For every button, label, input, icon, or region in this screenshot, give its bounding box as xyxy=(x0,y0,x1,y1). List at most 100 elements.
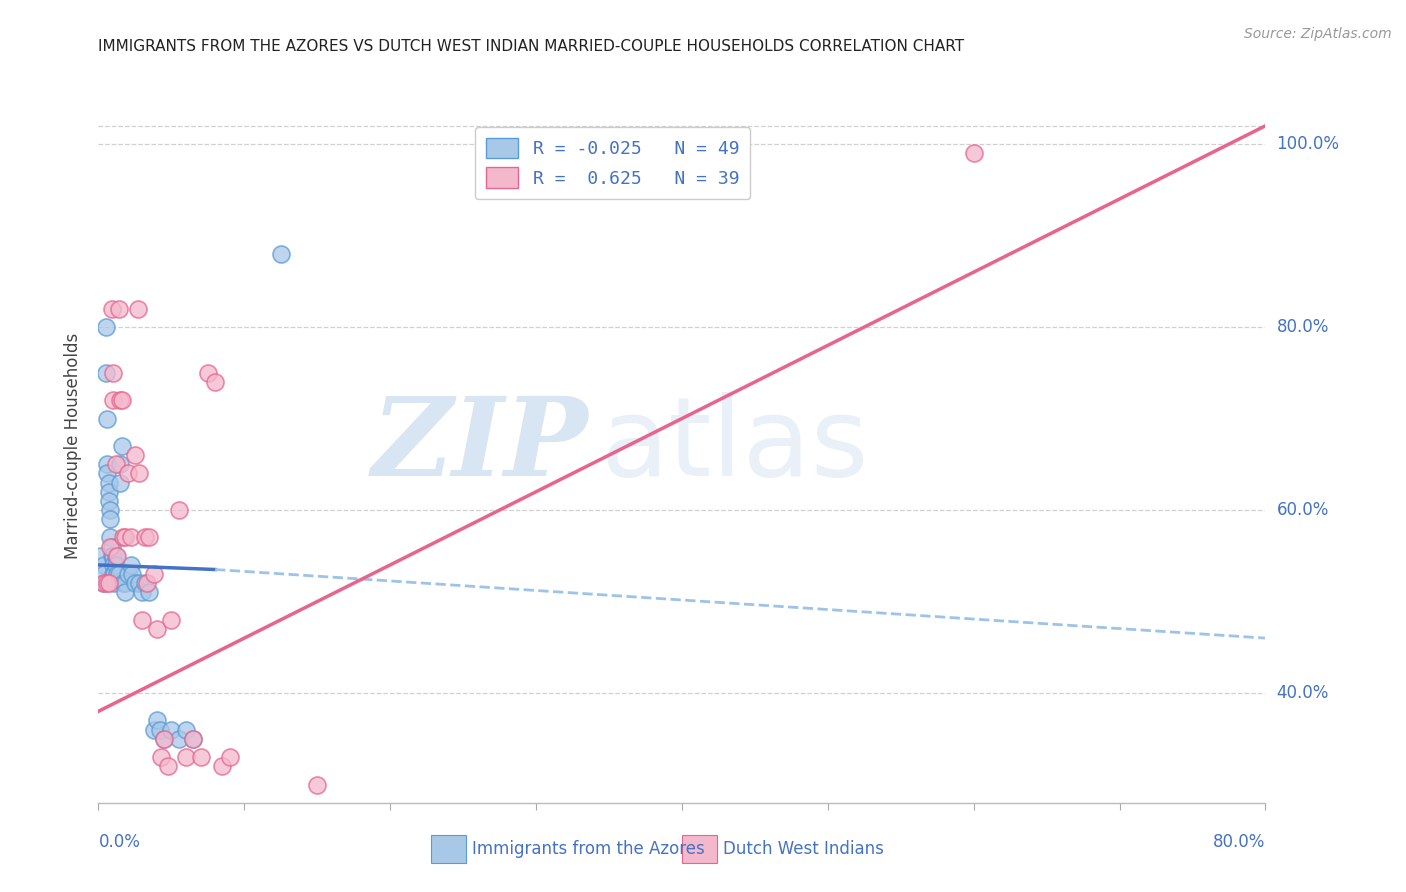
Point xyxy=(142,567,165,582)
Point xyxy=(96,411,118,425)
Point xyxy=(120,558,142,572)
Text: IMMIGRANTS FROM THE AZORES VS DUTCH WEST INDIAN MARRIED-COUPLE HOUSEHOLDS CORREL: IMMIGRANTS FROM THE AZORES VS DUTCH WEST… xyxy=(98,38,965,54)
Text: 60.0%: 60.0% xyxy=(1277,501,1329,519)
Point xyxy=(100,301,122,316)
Point xyxy=(197,366,219,380)
Bar xyxy=(432,835,465,863)
Point xyxy=(98,540,121,554)
Point xyxy=(101,366,124,380)
Point xyxy=(100,549,122,563)
Point xyxy=(211,759,233,773)
Point xyxy=(94,320,117,334)
Point xyxy=(105,567,128,582)
Point xyxy=(114,585,136,599)
Point xyxy=(104,558,127,572)
Point xyxy=(150,750,173,764)
Point xyxy=(96,576,118,591)
Legend: R = -0.025   N = 49, R =  0.625   N = 39: R = -0.025 N = 49, R = 0.625 N = 39 xyxy=(475,127,751,199)
Text: Source: ZipAtlas.com: Source: ZipAtlas.com xyxy=(1244,27,1392,41)
Point xyxy=(174,750,197,764)
Point xyxy=(124,576,146,591)
Point xyxy=(108,567,131,582)
Point xyxy=(117,467,139,481)
Point xyxy=(91,576,114,591)
Point xyxy=(131,613,153,627)
Point xyxy=(121,567,143,582)
Point xyxy=(104,549,127,563)
Point xyxy=(157,759,180,773)
Point xyxy=(153,731,176,746)
Point xyxy=(120,531,142,545)
Point xyxy=(167,731,190,746)
Point xyxy=(110,393,132,408)
Point xyxy=(110,458,132,472)
Point xyxy=(97,576,120,591)
Point xyxy=(149,723,172,737)
Point xyxy=(104,458,127,472)
Text: Immigrants from the Azores: Immigrants from the Azores xyxy=(472,840,704,858)
Point xyxy=(204,375,226,389)
Point xyxy=(167,503,190,517)
Text: 40.0%: 40.0% xyxy=(1277,684,1329,702)
Point xyxy=(112,531,135,545)
Point xyxy=(138,531,160,545)
Point xyxy=(93,576,115,591)
Point xyxy=(114,531,136,545)
Point xyxy=(134,531,156,545)
Point xyxy=(218,750,240,764)
Point xyxy=(307,777,329,791)
Point xyxy=(112,576,135,591)
Point xyxy=(142,723,165,737)
Point xyxy=(97,494,120,508)
Text: atlas: atlas xyxy=(600,392,869,500)
Point xyxy=(98,512,121,526)
Text: 80.0%: 80.0% xyxy=(1277,318,1329,336)
Point xyxy=(101,567,124,582)
Bar xyxy=(682,835,717,863)
Text: Dutch West Indians: Dutch West Indians xyxy=(723,840,883,858)
Point xyxy=(93,567,115,582)
Text: 100.0%: 100.0% xyxy=(1277,135,1340,153)
Text: 0.0%: 0.0% xyxy=(98,833,141,851)
Point xyxy=(962,146,984,161)
Point xyxy=(90,549,112,563)
Text: ZIP: ZIP xyxy=(373,392,589,500)
Point xyxy=(111,393,134,408)
Point xyxy=(111,439,134,453)
Point xyxy=(114,576,136,591)
Point xyxy=(101,549,124,563)
Point xyxy=(174,723,197,737)
Point xyxy=(96,467,118,481)
Point xyxy=(98,531,121,545)
Point xyxy=(181,731,204,746)
Point xyxy=(101,558,124,572)
Point xyxy=(153,731,176,746)
Point xyxy=(103,576,125,591)
Point xyxy=(160,613,183,627)
Point xyxy=(94,366,117,380)
Point xyxy=(101,393,124,408)
Point xyxy=(97,475,120,490)
Point xyxy=(160,723,183,737)
Text: 80.0%: 80.0% xyxy=(1213,833,1265,851)
Point xyxy=(128,467,150,481)
Point xyxy=(128,576,150,591)
Point xyxy=(135,576,157,591)
Point xyxy=(93,558,115,572)
Point xyxy=(103,567,125,582)
Point xyxy=(108,301,131,316)
Y-axis label: Married-couple Households: Married-couple Households xyxy=(65,333,83,559)
Point xyxy=(131,585,153,599)
Point xyxy=(270,247,292,261)
Point xyxy=(97,484,120,499)
Point xyxy=(110,475,132,490)
Point xyxy=(98,503,121,517)
Point xyxy=(96,458,118,472)
Point xyxy=(105,549,128,563)
Point xyxy=(117,567,139,582)
Point xyxy=(127,301,149,316)
Point xyxy=(190,750,212,764)
Point xyxy=(100,540,122,554)
Point xyxy=(146,714,169,728)
Point xyxy=(146,622,169,636)
